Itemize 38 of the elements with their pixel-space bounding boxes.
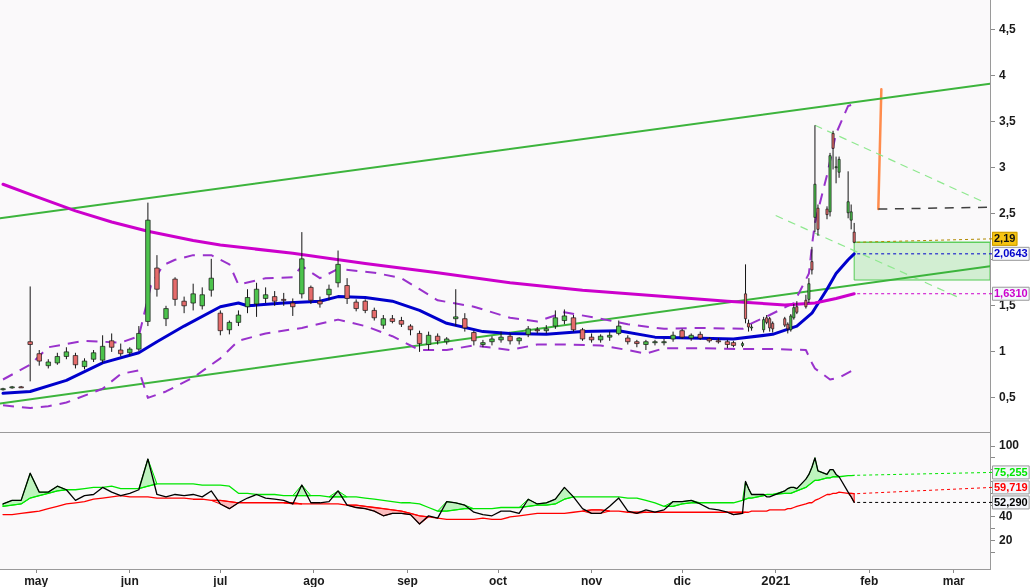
y-tick-label: 1 bbox=[999, 344, 1006, 359]
x-tick-label: nov bbox=[580, 573, 603, 587]
line-series bbox=[2, 104, 853, 381]
y-tick-label: 4 bbox=[999, 67, 1006, 82]
x-tick-label: sep bbox=[397, 573, 418, 587]
candlestick bbox=[643, 339, 649, 351]
y-tick-label: 4,5 bbox=[999, 21, 1017, 36]
annotation: 59,719 bbox=[994, 480, 1028, 493]
x-tick-label: oct bbox=[489, 573, 508, 587]
y-tick-label: 2,5 bbox=[999, 206, 1017, 221]
line-series bbox=[2, 318, 853, 410]
y-tick-label: 40 bbox=[999, 509, 1013, 524]
x-tick-label: dic bbox=[673, 573, 692, 587]
y-tick-label: 20 bbox=[999, 532, 1013, 547]
candlestick bbox=[480, 339, 486, 348]
x-tick-label: jul bbox=[212, 573, 228, 587]
annotation: 2,19 bbox=[994, 232, 1016, 245]
y-tick-label: 1,5 bbox=[999, 298, 1017, 313]
x-tick-label: 2021 bbox=[761, 573, 791, 587]
y-tick-label: 3 bbox=[999, 159, 1006, 174]
y-tick-label: 100 bbox=[999, 438, 1020, 453]
y-tick-label: 0,5 bbox=[999, 390, 1017, 405]
candlestick bbox=[634, 339, 640, 348]
x-tick-label: mar bbox=[942, 573, 966, 587]
annotation: 1,6310 bbox=[994, 287, 1028, 300]
candlestick bbox=[27, 285, 33, 382]
candlestick bbox=[308, 285, 314, 305]
annotation: 52,290 bbox=[994, 495, 1028, 508]
y-tick-label: 3,5 bbox=[999, 113, 1017, 128]
candlestick bbox=[190, 283, 196, 311]
candlestick bbox=[136, 325, 142, 352]
x-tick-label: feb bbox=[860, 573, 879, 587]
x-tick-label: jun bbox=[119, 573, 139, 587]
annotation: 75,255 bbox=[994, 465, 1028, 478]
x-tick-label: may bbox=[24, 573, 49, 587]
x-tick-label: ago bbox=[303, 573, 325, 587]
annotation: 2,0643 bbox=[994, 247, 1028, 260]
candlestick bbox=[344, 277, 350, 305]
